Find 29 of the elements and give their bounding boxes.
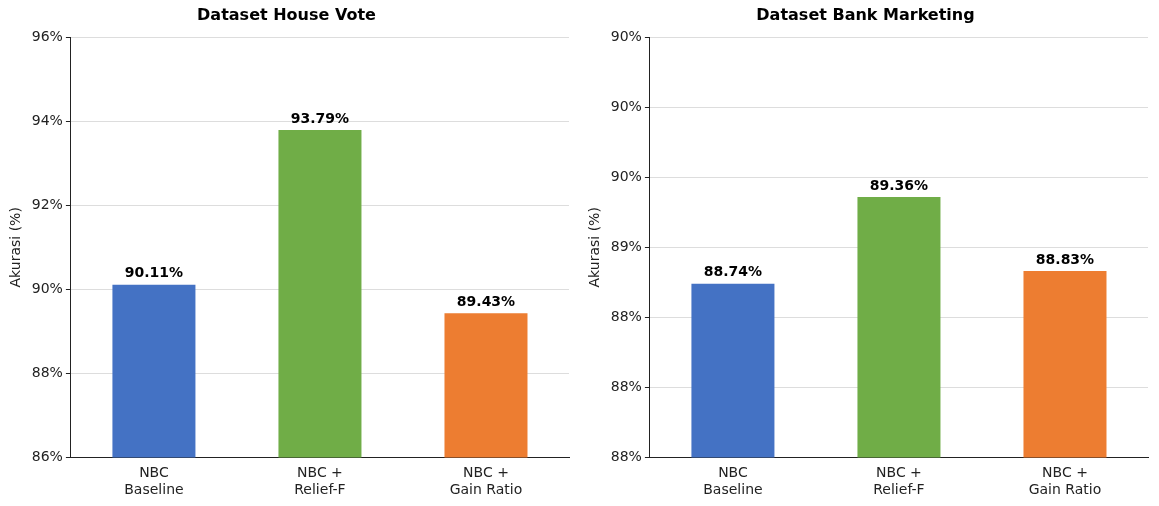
y-axis-title: Akurasi (%) bbox=[586, 207, 603, 288]
chart-title: Dataset House Vote bbox=[197, 4, 377, 24]
data-label: 90.11% bbox=[124, 264, 184, 281]
y-tick-label: 90% bbox=[610, 27, 642, 44]
y-tick-label: 88% bbox=[610, 448, 642, 465]
y-tick-label: 86% bbox=[31, 448, 63, 465]
y-tick-label: 92% bbox=[31, 195, 63, 212]
data-label: 88.74% bbox=[703, 263, 763, 280]
data-label: 88.83% bbox=[1035, 250, 1095, 267]
data-label: 89.43% bbox=[456, 292, 516, 309]
x-tick-label: NBC + Gain Ratio bbox=[1028, 464, 1102, 498]
y-tick-label: 90% bbox=[31, 279, 63, 296]
x-tick-label: NBC + Relief-F bbox=[873, 464, 925, 498]
y-tick-label: 89% bbox=[610, 237, 642, 254]
y-tick-label: 96% bbox=[31, 27, 63, 44]
y-tick-label: 90% bbox=[610, 167, 642, 184]
y-tick-label: 88% bbox=[610, 307, 642, 324]
y-tick-label: 90% bbox=[610, 97, 642, 114]
x-tick-label: NBC Baseline bbox=[124, 464, 184, 498]
data-label: 93.79% bbox=[290, 109, 350, 126]
data-label: 89.36% bbox=[869, 176, 929, 193]
x-tick-label: NBC Baseline bbox=[703, 464, 763, 498]
x-tick-label: NBC + Gain Ratio bbox=[449, 464, 523, 498]
y-tick-label: 88% bbox=[31, 364, 63, 380]
y-tick-label: 88% bbox=[610, 378, 642, 395]
y-axis-title: Akurasi (%) bbox=[7, 207, 24, 288]
chart-title: Dataset Bank Marketing bbox=[756, 4, 975, 24]
x-tick-label: NBC + Relief-F bbox=[294, 464, 346, 498]
y-tick-label: 94% bbox=[31, 111, 63, 128]
